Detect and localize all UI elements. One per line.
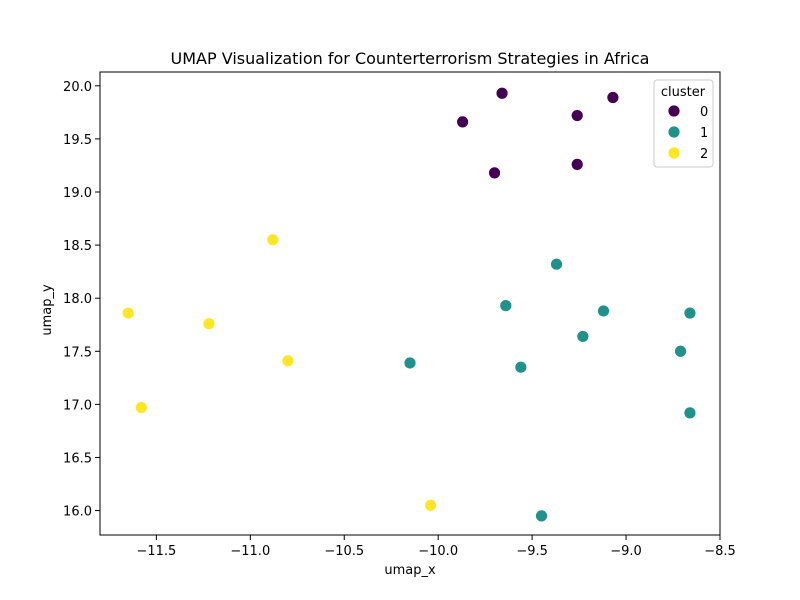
y-tick-label: 20.0 — [63, 80, 92, 95]
plot-area: −11.5 −11.0 −10.5 −10.0 −9.5 −9.0 −8.5 16.0 16.5… — [63, 71, 736, 559]
data-point-cluster-0 — [570, 109, 584, 122]
data-point-cluster-0 — [488, 166, 501, 180]
data-point-cluster-1 — [499, 299, 513, 313]
y-tick-label: 17.0 — [63, 398, 92, 413]
y-axis-label: umap_y — [40, 284, 55, 336]
x-tick-label: −8.5 — [704, 544, 736, 559]
legend: cluster 0 1 2 — [653, 79, 714, 168]
legend-label-cluster-2: 2 — [700, 147, 708, 162]
x-tick-label: −10.5 — [324, 544, 364, 559]
data-point-cluster-1 — [597, 304, 610, 318]
data-point-cluster-2 — [121, 306, 135, 320]
data-point-cluster-0 — [606, 91, 620, 104]
y-tick-label: 19.5 — [63, 133, 92, 148]
legend-title: cluster — [661, 85, 706, 100]
x-tick-label: −11.5 — [136, 544, 176, 559]
data-point-cluster-1 — [550, 257, 563, 271]
data-point-cluster-1 — [535, 509, 548, 523]
y-tick-label: 18.5 — [63, 239, 92, 254]
data-point-cluster-2 — [281, 354, 295, 368]
chart-title: UMAP Visualization for Counterterrorism … — [171, 49, 650, 68]
data-point-cluster-0 — [570, 157, 584, 171]
x-tick-label: −11.0 — [230, 544, 270, 559]
data-point-cluster-1 — [674, 344, 687, 358]
data-point-cluster-1 — [683, 306, 697, 320]
data-point-cluster-1 — [514, 360, 528, 374]
plot-frame — [99, 71, 721, 536]
y-tick-label: 16.5 — [63, 451, 92, 466]
data-point-cluster-2 — [424, 498, 438, 512]
legend-marker-cluster-2 — [667, 146, 681, 160]
legend-box — [653, 79, 714, 168]
legend-label-cluster-1: 1 — [700, 126, 708, 141]
data-point-cluster-2 — [202, 317, 216, 331]
data-point-cluster-1 — [403, 356, 417, 370]
x-tick-label: −9.0 — [610, 544, 642, 559]
legend-label-cluster-0: 0 — [700, 105, 708, 120]
data-point-cluster-1 — [683, 406, 697, 420]
data-point-cluster-2 — [266, 233, 280, 247]
data-point-cluster-0 — [456, 115, 470, 129]
legend-marker-cluster-1 — [667, 125, 681, 139]
y-tick-label: 17.5 — [63, 345, 92, 360]
x-axis-label: umap_x — [384, 563, 436, 578]
data-point-cluster-0 — [495, 86, 509, 100]
legend-marker-cluster-0 — [667, 104, 681, 118]
y-tick-label: 16.0 — [63, 505, 92, 520]
x-tick-label: −10.0 — [418, 544, 458, 559]
data-point-cluster-1 — [576, 330, 590, 343]
y-tick-label: 19.0 — [63, 186, 92, 201]
data-point-cluster-2 — [134, 401, 148, 414]
x-tick-label: −9.5 — [516, 544, 548, 559]
y-tick-label: 18.0 — [63, 292, 92, 307]
